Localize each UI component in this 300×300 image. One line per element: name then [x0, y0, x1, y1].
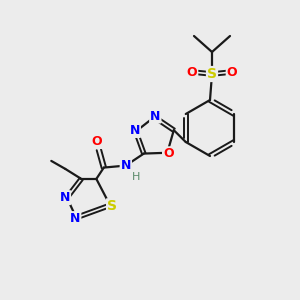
Text: N: N	[60, 191, 70, 204]
Text: S: S	[107, 199, 117, 213]
Text: O: O	[187, 65, 197, 79]
Text: N: N	[130, 124, 140, 137]
Text: N: N	[121, 159, 131, 172]
Text: H: H	[132, 172, 140, 182]
Text: N: N	[150, 110, 160, 122]
Text: O: O	[163, 147, 174, 160]
Text: O: O	[92, 135, 102, 148]
Text: N: N	[70, 212, 80, 225]
Text: S: S	[207, 67, 217, 81]
Text: O: O	[227, 65, 237, 79]
